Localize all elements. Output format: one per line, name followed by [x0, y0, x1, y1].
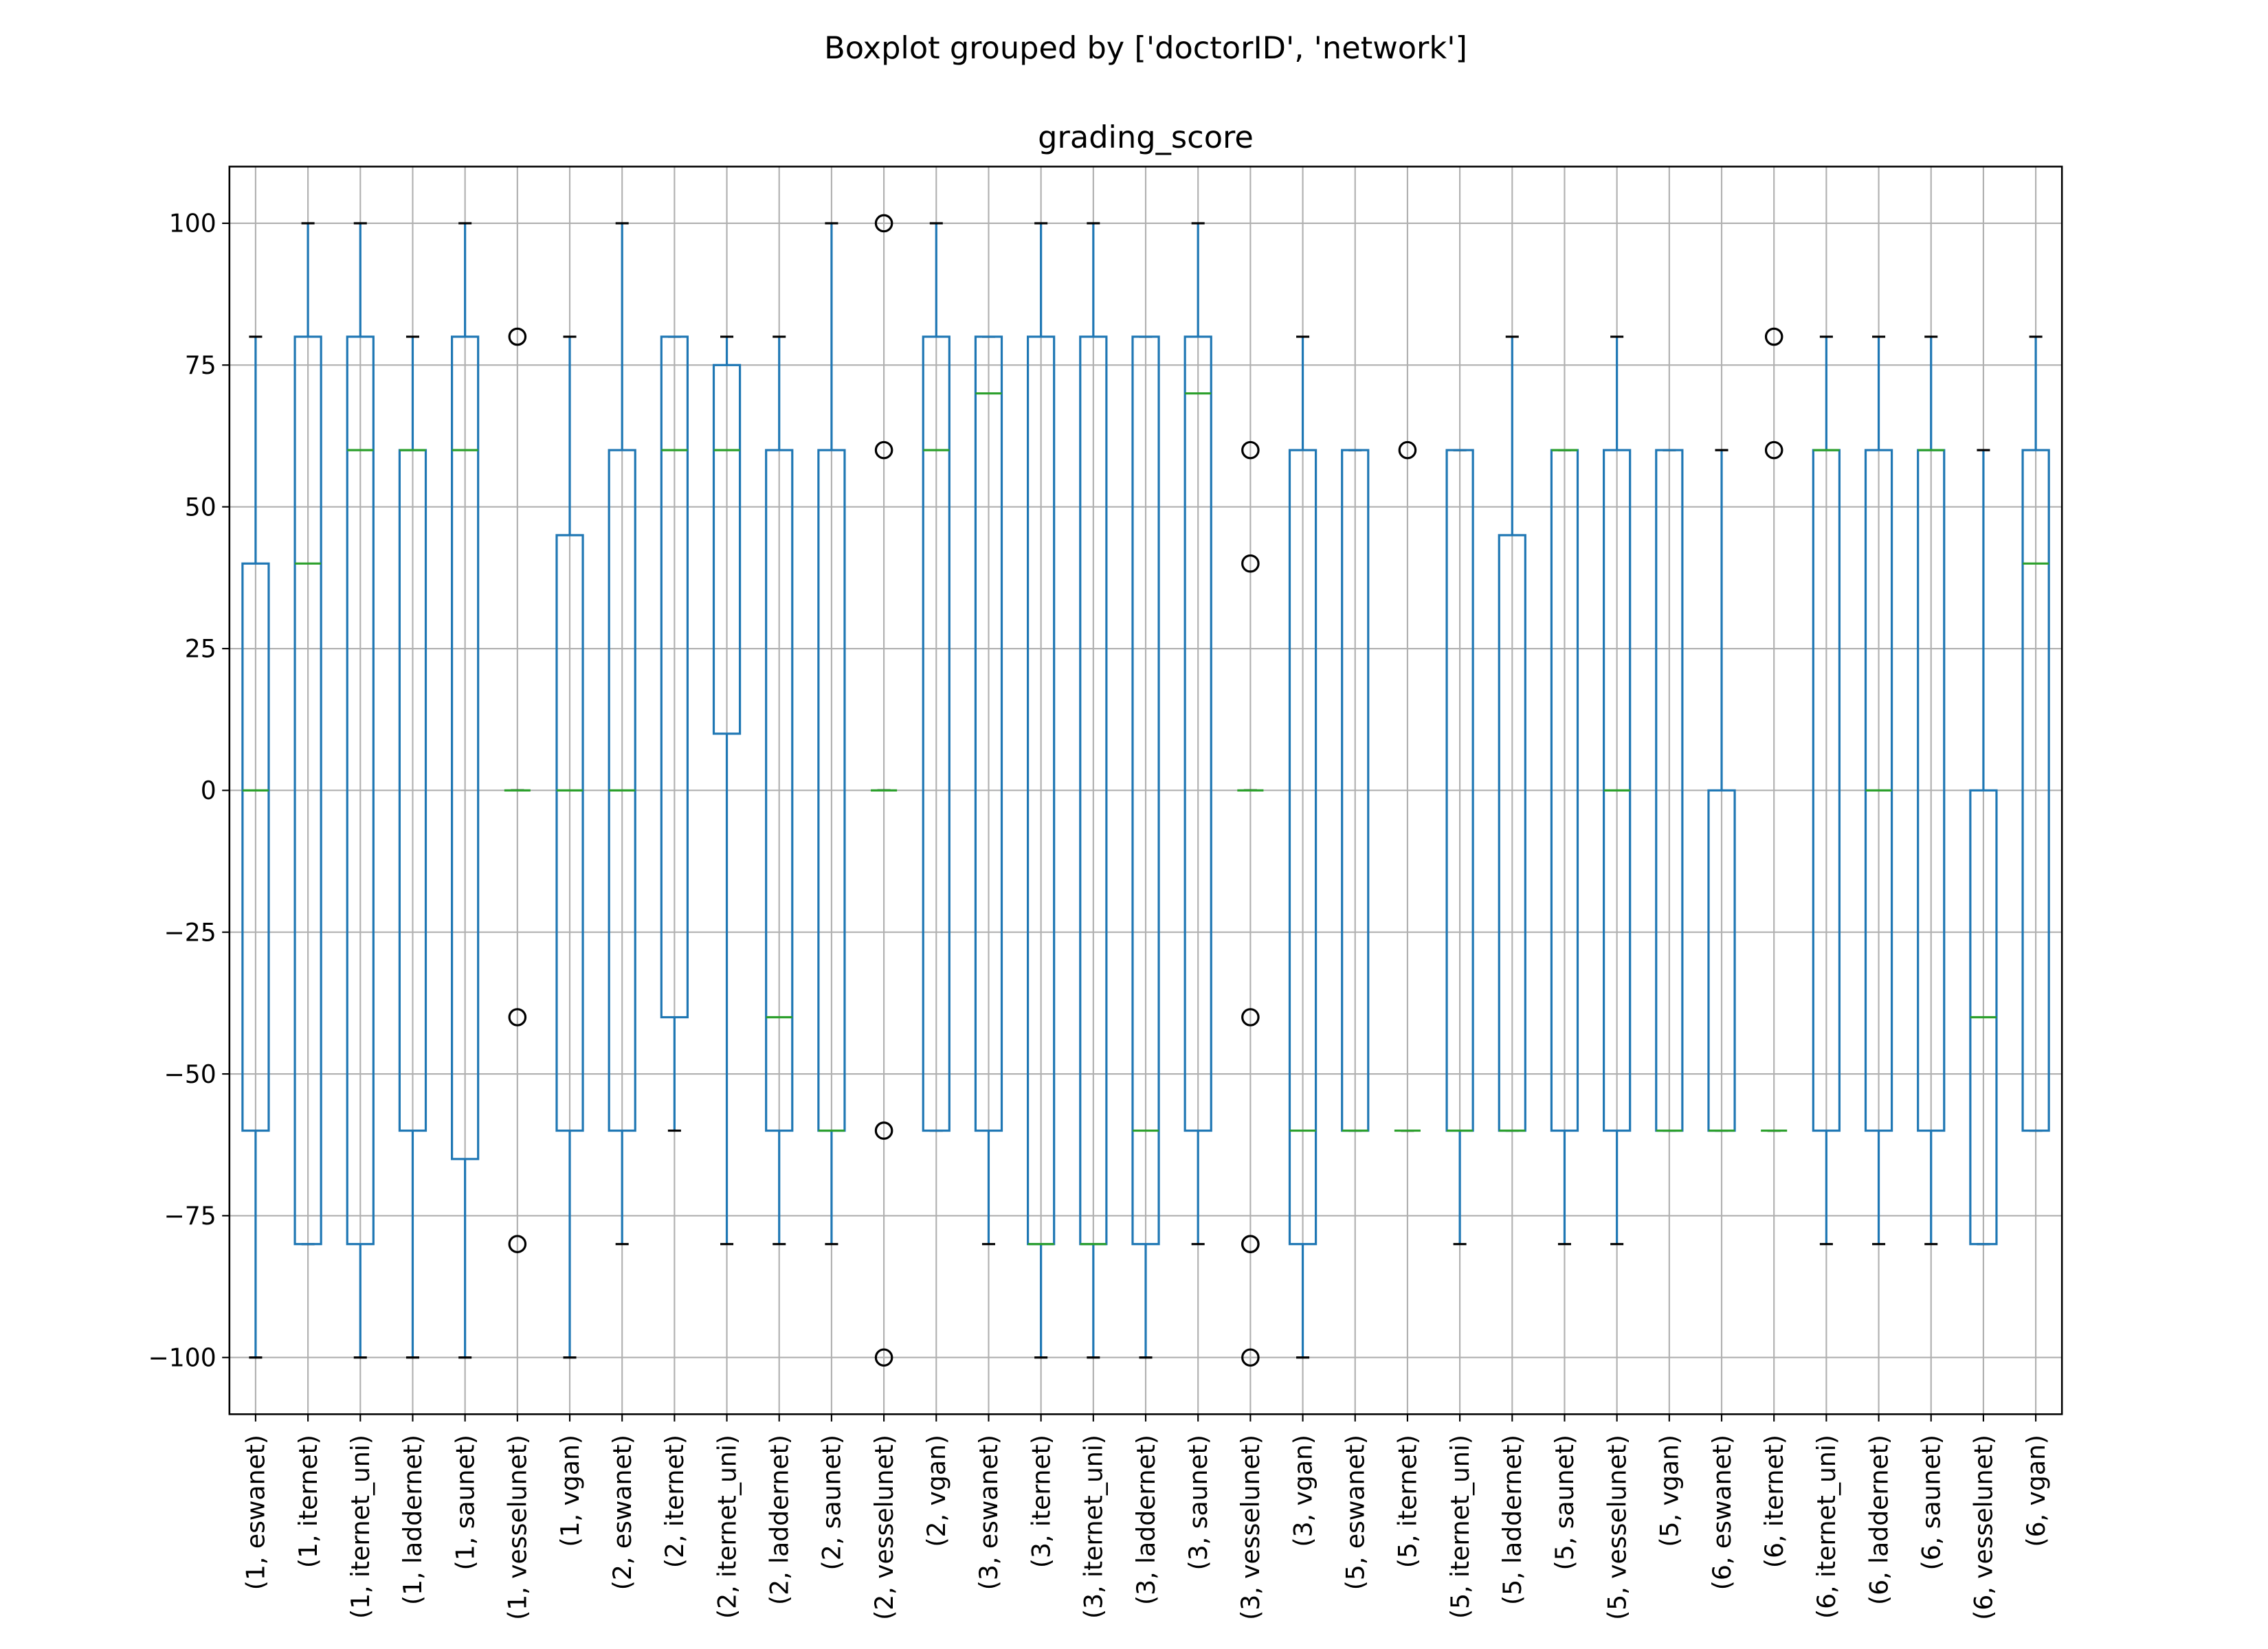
flier — [1241, 554, 1260, 573]
box — [1183, 335, 1212, 1132]
labels: −100 −75 −50 −25 0 25 50 75 100 (1, eswanet) (1, i… — [148, 209, 2050, 1620]
x-tick-label: (2, iternet) — [660, 1435, 689, 1568]
x-tick-label: (5, vesselunet) — [1602, 1435, 1632, 1620]
flier — [1241, 1348, 1260, 1367]
box — [712, 363, 742, 735]
x-tick-label: (5, laddernet) — [1498, 1435, 1527, 1605]
y-tick-label: 25 — [185, 634, 216, 664]
box — [451, 335, 480, 1160]
box — [660, 335, 689, 1019]
x-tick-label: (1, vgan) — [555, 1435, 585, 1547]
suptitle: Boxplot grouped by ['doctorID', 'network… — [824, 30, 1467, 66]
flier — [1241, 1235, 1260, 1253]
x-tick-label: (3, laddernet) — [1131, 1435, 1161, 1605]
x-tick-label: (1, iternet_uni) — [346, 1435, 375, 1619]
x-tick-label: (6, vesselunet) — [1969, 1435, 1999, 1620]
box — [346, 335, 375, 1246]
x-tick-label: (2, laddernet) — [764, 1435, 794, 1605]
y-tick-label: 75 — [185, 350, 216, 380]
flier — [874, 1348, 893, 1367]
x-tick-label: (1, saunet) — [450, 1435, 480, 1570]
y-tick-label: −75 — [164, 1201, 216, 1231]
flier — [508, 327, 527, 346]
flier — [508, 1008, 527, 1027]
x-tick-label: (1, eswanet) — [241, 1435, 271, 1590]
flier — [1241, 1008, 1260, 1027]
chart-title: grading_score — [1038, 120, 1254, 155]
x-tick-label: (2, vesselunet) — [869, 1435, 899, 1620]
x-tick-label: (3, vesselunet) — [1236, 1435, 1265, 1620]
x-tick-label: (3, iternet) — [1026, 1435, 1056, 1568]
box — [1131, 335, 1160, 1246]
y-tick-label: −50 — [164, 1059, 216, 1089]
x-tick-label: (2, vgan) — [922, 1435, 951, 1547]
x-tick-label: (5, vgan) — [1655, 1435, 1685, 1547]
y-tick-label: 50 — [185, 492, 216, 521]
flier — [1398, 440, 1417, 460]
flier — [874, 214, 893, 233]
box — [241, 562, 270, 1132]
box — [1288, 449, 1318, 1246]
x-tick-label: (2, saunet) — [817, 1435, 847, 1570]
flier — [874, 1121, 893, 1140]
flier — [874, 440, 893, 460]
flier — [508, 1235, 527, 1253]
x-tick-label: (5, eswanet) — [1340, 1435, 1370, 1590]
x-tick-label: (1, vesselunet) — [503, 1435, 533, 1620]
x-tick-label: (2, iternet_uni) — [712, 1435, 742, 1619]
box — [974, 335, 1003, 1132]
x-tick-label: (6, iternet) — [1759, 1435, 1789, 1568]
x-tick-label: (6, vgan) — [2021, 1435, 2051, 1547]
flier — [1241, 440, 1260, 460]
box — [293, 335, 322, 1246]
y-tick-label: 100 — [169, 209, 216, 238]
y-tick-label: −100 — [148, 1343, 216, 1372]
x-tick-label: (1, laddernet) — [398, 1435, 427, 1605]
x-tick-label: (3, vgan) — [1288, 1435, 1318, 1547]
x-tick-label: (5, saunet) — [1550, 1435, 1579, 1570]
box — [922, 335, 950, 1132]
x-tick-label: (5, iternet) — [1393, 1435, 1423, 1568]
y-tick-label: −25 — [164, 917, 216, 947]
x-tick-label: (6, saunet) — [1916, 1435, 1946, 1570]
y-tick-label: 0 — [201, 776, 216, 805]
flier — [1764, 440, 1783, 460]
box — [765, 449, 794, 1132]
x-tick-label: (3, eswanet) — [974, 1435, 1003, 1590]
box — [2021, 449, 2050, 1132]
x-tick-label: (6, laddernet) — [1864, 1435, 1893, 1605]
flier — [1764, 327, 1783, 346]
x-tick-label: (5, iternet_uni) — [1445, 1435, 1475, 1619]
x-tick-label: (3, iternet_uni) — [1079, 1435, 1109, 1619]
x-tick-label: (6, eswanet) — [1707, 1435, 1737, 1590]
x-tick-label: (3, saunet) — [1183, 1435, 1213, 1570]
x-tick-label: (6, iternet_uni) — [1812, 1435, 1841, 1619]
plot-marks — [241, 214, 2050, 1367]
box — [555, 534, 584, 1132]
x-tick-label: (2, eswanet) — [608, 1435, 637, 1590]
x-tick-label: (1, iternet) — [293, 1435, 323, 1568]
